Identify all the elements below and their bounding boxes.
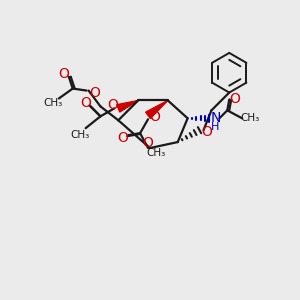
- Text: CH₃: CH₃: [70, 130, 89, 140]
- Polygon shape: [117, 100, 138, 112]
- Text: O: O: [58, 67, 69, 81]
- Text: O: O: [149, 110, 161, 124]
- Text: O: O: [201, 125, 212, 139]
- Text: O: O: [80, 96, 91, 110]
- Text: O: O: [229, 92, 240, 106]
- Text: O: O: [117, 131, 128, 145]
- Polygon shape: [146, 100, 168, 118]
- Text: H: H: [211, 122, 220, 132]
- Text: O: O: [142, 136, 154, 150]
- Text: O: O: [89, 85, 100, 100]
- Text: CH₃: CH₃: [43, 98, 62, 108]
- Text: O: O: [107, 98, 118, 112]
- Text: N: N: [210, 111, 220, 125]
- Text: CH₃: CH₃: [146, 148, 166, 158]
- Text: CH₃: CH₃: [240, 113, 260, 123]
